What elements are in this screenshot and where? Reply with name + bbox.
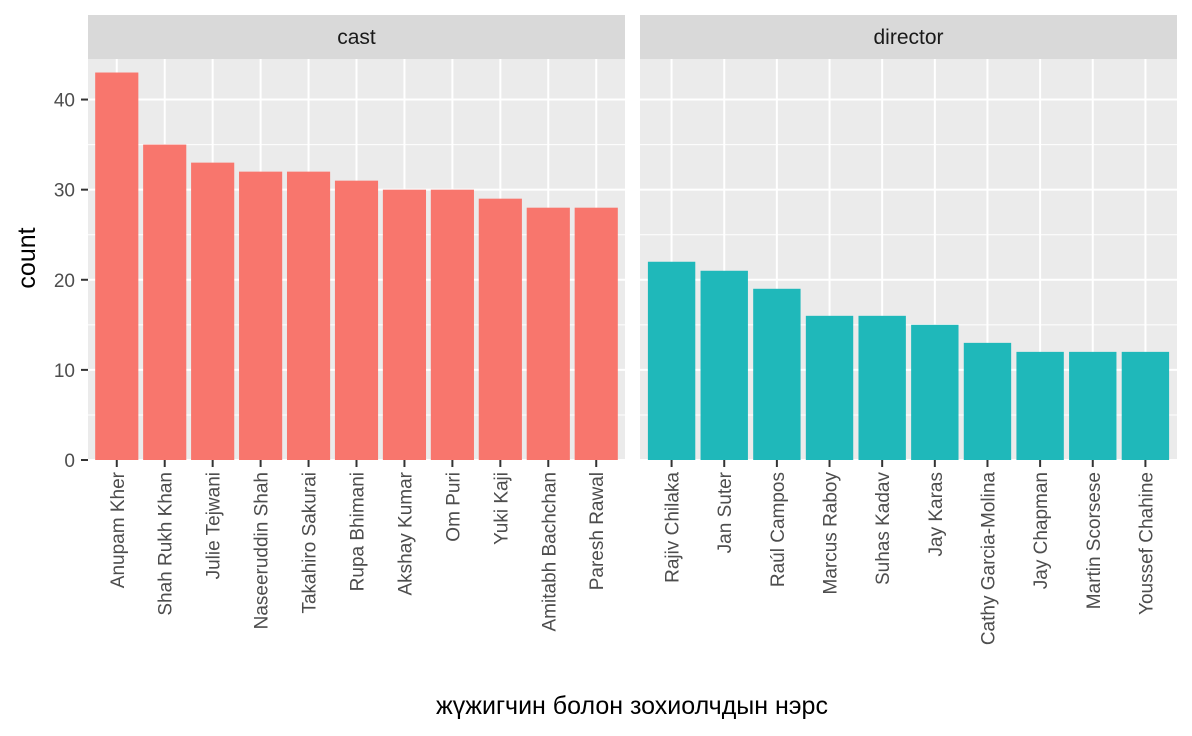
x-tick-label: Akshay Kumar [395, 471, 416, 595]
x-tick-label: Raúl Campos [768, 472, 789, 587]
facet-strip-label: director [873, 26, 943, 49]
bar-cast-8 [430, 189, 474, 461]
y-tick-label: 0 [64, 451, 75, 472]
x-tick-label: Amitabh Bachchan [539, 472, 560, 632]
bar-director-6 [911, 324, 959, 460]
x-tick-label: Youssef Chahine [1136, 472, 1157, 615]
bar-director-10 [1121, 351, 1170, 460]
bar-director-9 [1069, 351, 1117, 460]
bar-director-5 [858, 315, 906, 460]
y-axis: 0 10 20 30 40 [54, 91, 88, 472]
panel-cast: cast Anupam Kher Shah Rukh Khan Julie Tejwa… [88, 15, 625, 632]
bar-cast-5 [286, 171, 331, 460]
x-tick-label: Cathy Garcia-Molina [978, 472, 999, 646]
x-tick-label: Martin Scorsese [1084, 472, 1105, 609]
y-tick-label: 40 [54, 91, 75, 112]
x-tick-label: Marcus Raboy [821, 472, 842, 595]
x-axis-title: жүжигчин болон зохиолчдын нэрс [436, 692, 828, 720]
bar-director-7 [963, 342, 1012, 460]
facet-strip-label: cast [337, 26, 376, 49]
x-tick-label: Yuki Kaji [491, 472, 512, 545]
y-axis-title: count [13, 227, 41, 288]
bar-cast-11 [574, 207, 618, 460]
x-tick-label: Paresh Rawal [587, 472, 608, 590]
x-tick-label: Julie Tejwani [204, 472, 225, 579]
x-tick-label: Jay Karas [926, 472, 947, 556]
y-tick-label: 30 [54, 181, 75, 202]
bar-cast-9 [478, 198, 522, 460]
y-tick-label: 10 [54, 361, 75, 382]
x-tick-label: Rajiv Chilaka [663, 472, 684, 583]
x-tick-label: Anupam Kher [108, 471, 129, 588]
x-tick-label: Takahiro Sakurai [300, 472, 321, 614]
bar-cast-1 [95, 72, 139, 461]
bar-cast-2 [143, 144, 187, 460]
panel-director: director Rajiv Chilaka Jan Suter Raúl Campo… [640, 15, 1177, 645]
bar-director-1 [647, 261, 696, 460]
x-tick-label: Shah Rukh Khan [156, 472, 177, 616]
x-tick-label: Naseeruddin Shah [252, 472, 273, 629]
x-tick-label: Om Puri [443, 472, 464, 542]
bar-cast-10 [526, 207, 570, 460]
bar-cast-4 [239, 171, 283, 460]
bar-director-4 [805, 315, 854, 460]
bar-director-8 [1016, 351, 1064, 460]
y-tick-label: 20 [54, 271, 75, 292]
x-tick-label: Jay Chapman [1031, 472, 1052, 589]
bar-cast-6 [334, 180, 379, 461]
facet-strip [88, 15, 625, 59]
bar-cast-7 [382, 189, 427, 461]
chart-panels: cast Anupam Kher Shah Rukh Khan Julie Tejwa… [88, 15, 1177, 645]
bar-cast-3 [191, 162, 235, 460]
bar-director-3 [753, 288, 801, 460]
x-tick-label: Rupa Bhimani [348, 472, 369, 591]
x-tick-label: Jan Suter [715, 471, 736, 553]
facet-strip [640, 15, 1177, 59]
x-tick-label: Suhas Kadav [873, 472, 894, 586]
bar-director-2 [700, 270, 748, 460]
